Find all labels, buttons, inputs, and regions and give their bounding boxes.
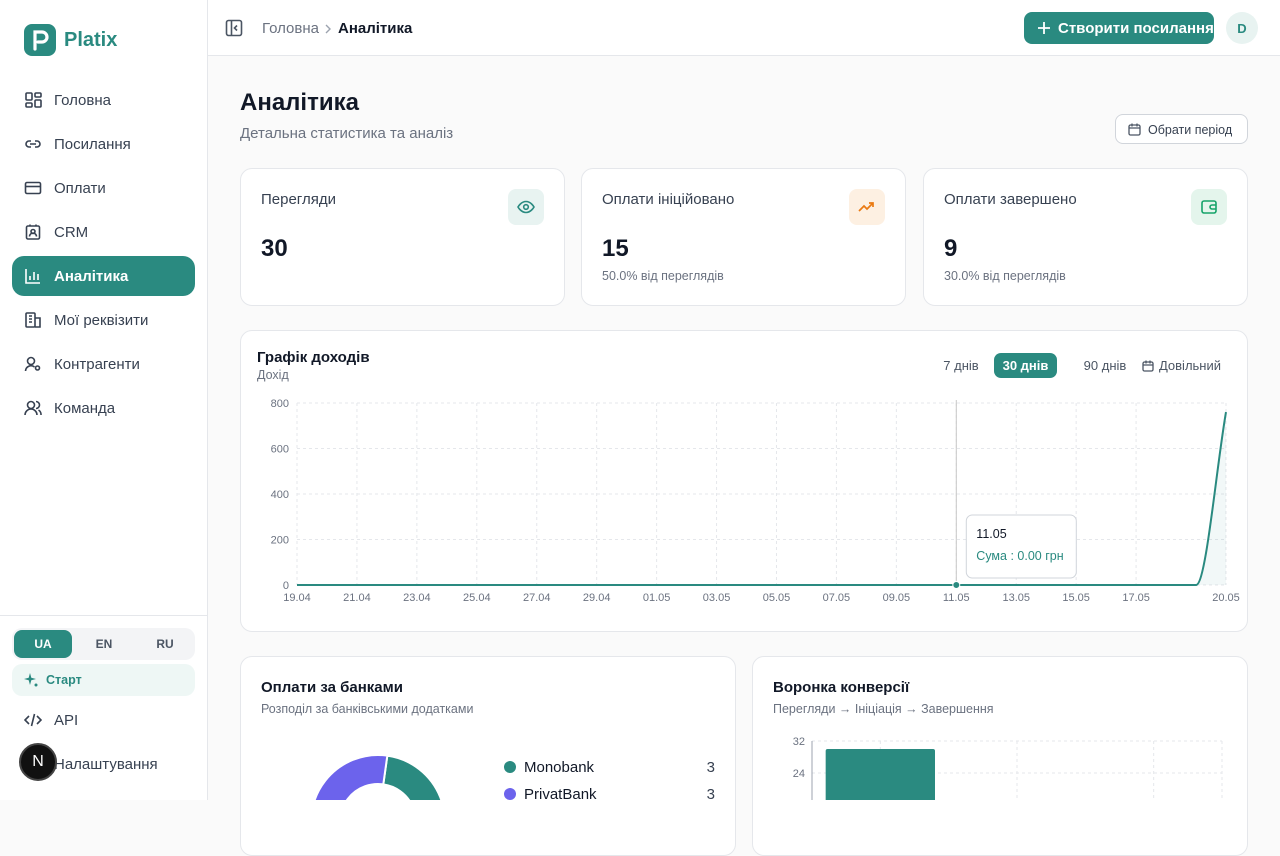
nav-label: Посилання <box>54 135 131 153</box>
breadcrumb-link[interactable]: Головна <box>262 20 319 37</box>
stat-label: Оплати завершено <box>944 191 1077 208</box>
icon <box>24 673 38 687</box>
create-button[interactable]: Створити посилання <box>1024 12 1214 44</box>
icon <box>24 356 41 372</box>
icon <box>24 400 42 416</box>
language-option[interactable]: RU <box>156 637 174 651</box>
card-title: Оплати за банками <box>261 679 403 696</box>
language-option[interactable]: EN <box>95 637 113 651</box>
range-tab[interactable]: 90 днів <box>1083 358 1127 373</box>
start-button[interactable]: Старт <box>12 664 195 696</box>
stat-value: 15 <box>602 235 629 262</box>
stat-value: 9 <box>944 235 958 262</box>
nav-item[interactable]: Головна <box>12 80 195 120</box>
stat-note: 30.0% від переглядів <box>944 269 1066 283</box>
nav-label: Аналітика <box>54 267 129 285</box>
start-label: Старт <box>46 673 82 687</box>
nav-item[interactable]: Посилання <box>12 124 195 164</box>
nav-label: CRM <box>54 223 89 241</box>
avatar[interactable]: D <box>1226 12 1258 44</box>
stat-icon <box>849 189 885 225</box>
page-subtitle: Детальна статистика та аналіз <box>240 125 454 142</box>
stat-icon <box>1191 189 1227 225</box>
icon <box>24 181 42 195</box>
nav-label: Головна <box>54 91 111 109</box>
nav-label: Оплати <box>54 179 106 197</box>
user-avatar[interactable]: N <box>19 743 57 781</box>
stat-card: Перегляди 30 <box>240 168 565 306</box>
nav-item[interactable]: Оплати <box>12 168 195 208</box>
stat-value: 30 <box>261 235 288 262</box>
breadcrumb-current: Аналітика <box>338 20 413 37</box>
nav-label: API <box>54 711 79 729</box>
nav-item-active[interactable]: Аналітика <box>12 256 195 296</box>
icon <box>24 713 42 727</box>
icon <box>25 224 41 240</box>
icon <box>25 92 42 108</box>
stat-card: Оплати завершено 9 30.0% від переглядів <box>923 168 1248 306</box>
icon <box>25 312 41 328</box>
period-button[interactable]: Обрати період <box>1115 114 1248 144</box>
nav-label: Команда <box>54 399 116 417</box>
stat-label: Оплати ініційовано <box>602 191 735 208</box>
nav-label: Налаштування <box>54 755 158 773</box>
create-button-label: Створити посилання <box>1058 20 1214 37</box>
range-tab[interactable]: 30 днів <box>994 353 1057 378</box>
divider <box>0 615 207 616</box>
nav-item[interactable]: Мої реквізити <box>12 300 195 340</box>
brand: Platix <box>64 29 118 51</box>
stat-label: Перегляди <box>261 191 336 208</box>
card-subtitle: Перегляди → Ініціація → Завершення <box>773 702 994 716</box>
icon <box>1038 22 1050 34</box>
page-title: Аналітика <box>240 89 359 116</box>
icon <box>1128 123 1141 136</box>
nav-item[interactable]: API <box>12 700 195 740</box>
card-subtitle: Розподіл за банківськими додатками <box>261 702 474 716</box>
sidebar-toggle[interactable] <box>225 19 243 37</box>
card-subtitle: Дохід <box>257 368 289 382</box>
stat-note: 50.0% від переглядів <box>602 269 724 283</box>
icon <box>1142 360 1154 372</box>
period-label: Обрати період <box>1148 123 1233 137</box>
icon <box>25 140 41 148</box>
breadcrumb-separator <box>325 24 331 34</box>
nav-item[interactable]: CRM <box>12 212 195 252</box>
sidebar: Platix Головна Посилання Оплати CRM Анал… <box>0 0 208 800</box>
logo-mark <box>24 24 56 56</box>
nav-item[interactable]: Контрагенти <box>12 344 195 384</box>
card-title: Графік доходів <box>257 349 370 366</box>
language-option[interactable]: UA <box>14 630 72 658</box>
logo-glyph <box>33 30 49 51</box>
icon <box>25 269 40 284</box>
card-title: Воронка конверсії <box>773 679 910 696</box>
stat-icon <box>508 189 544 225</box>
nav-item[interactable]: Налаштування <box>12 744 195 784</box>
range-label: Довільний <box>1158 358 1222 373</box>
topbar: Головна Аналітика Створити посилання D <box>208 0 1280 56</box>
nav-label: Мої реквізити <box>54 311 149 329</box>
nav-label: Контрагенти <box>54 355 140 373</box>
range-tab[interactable]: 7 днів <box>943 358 979 373</box>
stat-card: Оплати ініційовано 15 50.0% від перегляд… <box>581 168 906 306</box>
range-tab[interactable]: Довільний <box>1134 353 1229 378</box>
nav-item[interactable]: Команда <box>12 388 195 428</box>
